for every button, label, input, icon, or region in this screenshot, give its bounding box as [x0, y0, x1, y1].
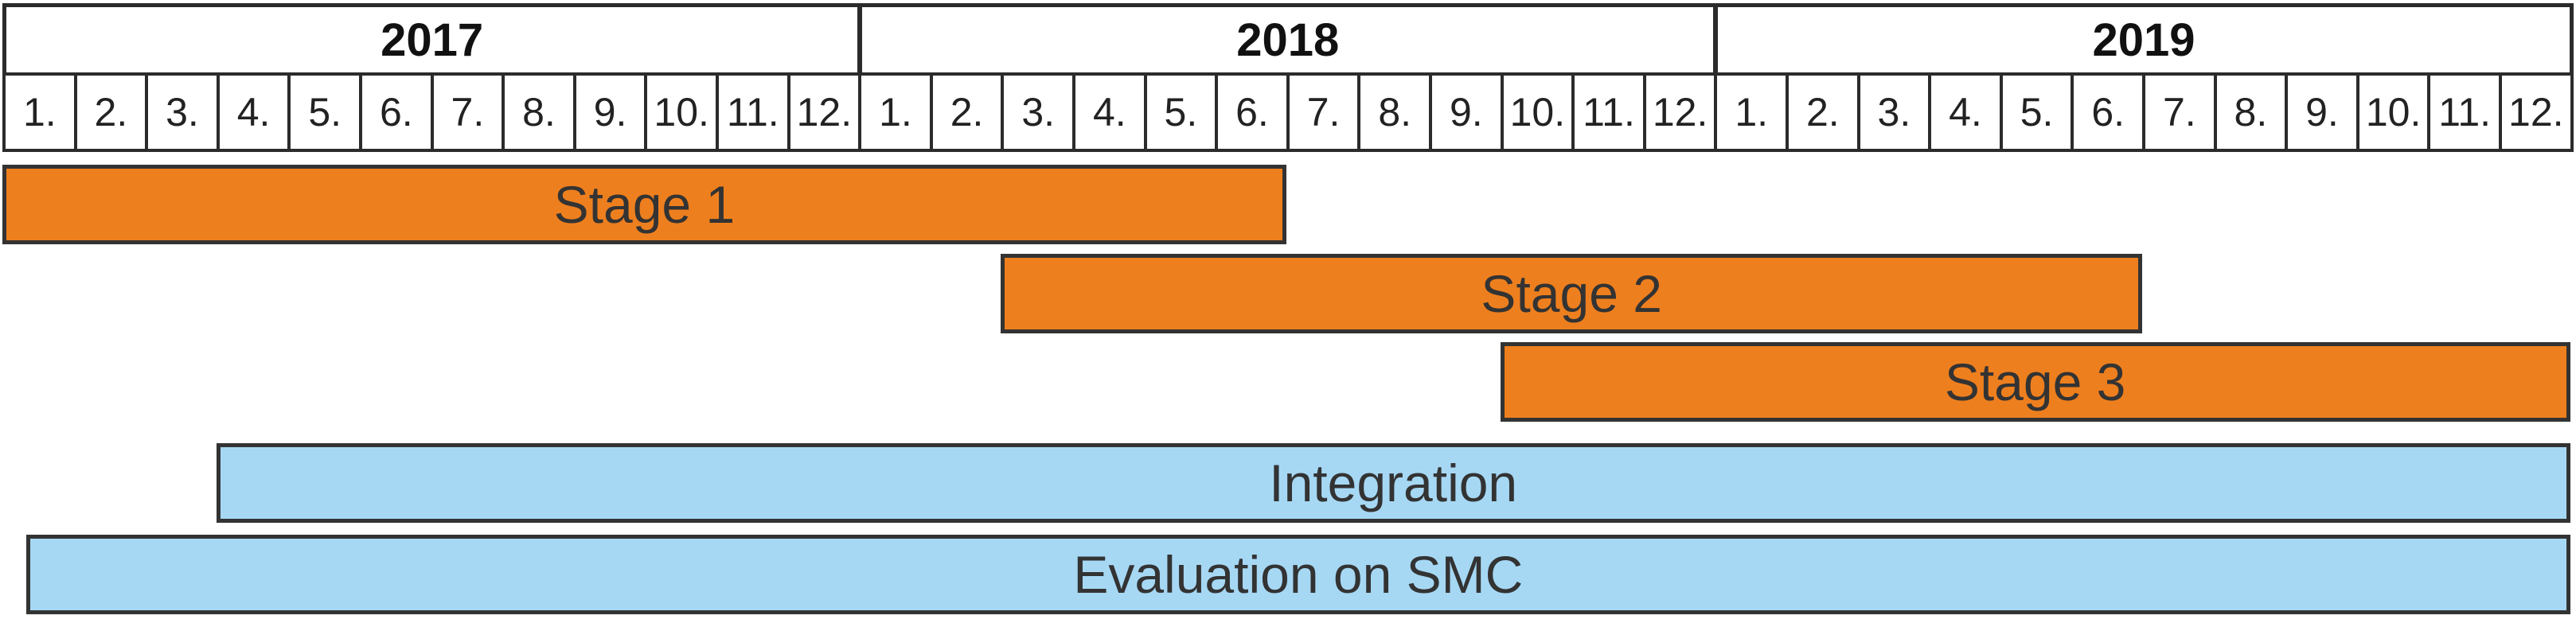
- month-header-2019-2: 2.: [1786, 72, 1860, 152]
- task-label-stage-3: Stage 3: [1944, 352, 2126, 411]
- month-header-2018-3: 3.: [1001, 72, 1075, 152]
- month-header-2019-4: 4.: [1928, 72, 2003, 152]
- month-header-2019-3: 3.: [1856, 72, 1932, 152]
- month-header-2019-9: 9.: [2285, 72, 2359, 152]
- month-header-2019-10: 10.: [2355, 72, 2431, 152]
- task-bar-integration: Integration: [216, 443, 2570, 523]
- month-header-2018-11: 11.: [1571, 72, 1646, 152]
- month-header-2018-2: 2.: [929, 72, 1005, 152]
- month-header-2017-4: 4.: [216, 72, 291, 152]
- month-header-2018-7: 7.: [1286, 72, 1361, 152]
- month-header-2018-9: 9.: [1429, 72, 1504, 152]
- task-bar-evaluation-on-smc: Evaluation on SMC: [26, 535, 2570, 614]
- task-bar-stage-1: Stage 1: [2, 165, 1286, 244]
- task-label-stage-1: Stage 1: [553, 175, 736, 234]
- year-header-2019: 2019: [1714, 3, 2574, 76]
- month-header-2017-9: 9.: [572, 72, 648, 152]
- task-bar-stage-2: Stage 2: [1001, 254, 2142, 333]
- month-header-2018-6: 6.: [1215, 72, 1290, 152]
- month-header-2017-11: 11.: [716, 72, 790, 152]
- month-header-2018-8: 8.: [1357, 72, 1432, 152]
- month-header-2017-1: 1.: [2, 72, 77, 152]
- task-label-evaluation-on-smc: Evaluation on SMC: [1073, 545, 1524, 604]
- month-header-2018-12: 12.: [1642, 72, 1718, 152]
- month-header-2017-2: 2.: [73, 72, 149, 152]
- month-header-2017-7: 7.: [430, 72, 505, 152]
- month-header-2018-1: 1.: [858, 72, 933, 152]
- month-header-2019-7: 7.: [2142, 72, 2217, 152]
- month-header-2019-1: 1.: [1714, 72, 1789, 152]
- month-header-2017-10: 10.: [644, 72, 719, 152]
- month-header-2017-3: 3.: [145, 72, 220, 152]
- task-label-integration: Integration: [1269, 454, 1518, 512]
- month-header-2019-8: 8.: [2213, 72, 2289, 152]
- task-bar-stage-3: Stage 3: [1500, 342, 2570, 422]
- month-header-2018-5: 5.: [1143, 72, 1219, 152]
- year-header-2018: 2018: [858, 3, 1718, 76]
- month-header-2017-6: 6.: [359, 72, 434, 152]
- month-header-2017-5: 5.: [287, 72, 362, 152]
- month-header-2018-4: 4.: [1072, 72, 1147, 152]
- task-label-stage-2: Stage 2: [1481, 264, 1662, 323]
- month-header-2018-10: 10.: [1500, 72, 1575, 152]
- month-header-2019-12: 12.: [2499, 72, 2574, 152]
- month-header-2019-5: 5.: [1999, 72, 2074, 152]
- month-header-2019-11: 11.: [2427, 72, 2502, 152]
- month-header-2019-6: 6.: [2071, 72, 2145, 152]
- month-header-2017-12: 12.: [786, 72, 862, 152]
- month-header-2017-8: 8.: [502, 72, 576, 152]
- year-header-2017: 2017: [2, 3, 862, 76]
